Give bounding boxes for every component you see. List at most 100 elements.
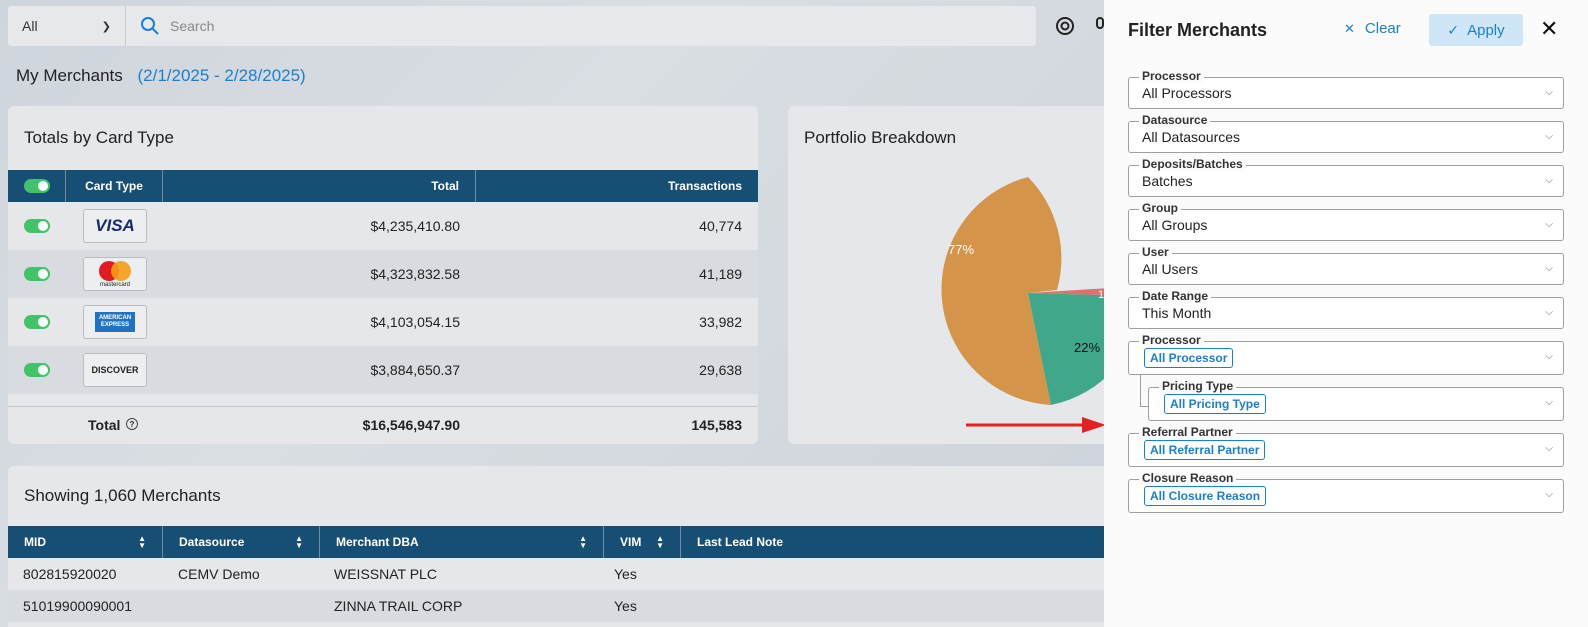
chevron-down-icon: ⌵	[1545, 87, 1553, 98]
group-label: Group	[1139, 201, 1181, 215]
amex-toggle[interactable]	[24, 315, 50, 329]
processor2-label: Processor	[1139, 333, 1204, 347]
portfolio-card: Portfolio Breakdown 77% 22% 1	[788, 106, 1118, 444]
pie-slice-77[interactable]	[941, 177, 1062, 405]
total-label: Total	[88, 417, 121, 433]
discover-logo: DISCOVER	[83, 353, 147, 387]
chevron-down-icon: ⌵	[1545, 397, 1553, 408]
mastercard-toggle[interactable]	[24, 267, 50, 281]
processor-value: All Processors	[1142, 85, 1232, 101]
merchant-row[interactable]: 51019900090001 ZINNA TRAIL CORP Yes	[8, 590, 1104, 622]
processor-chip[interactable]: All Processor	[1144, 348, 1234, 368]
processor-label: Processor	[1139, 69, 1204, 83]
date-range-link[interactable]: (2/1/2025 - 2/28/2025)	[137, 66, 306, 85]
portfolio-title: Portfolio Breakdown	[804, 128, 957, 147]
vim-header[interactable]: VIM ▲ ▼	[604, 526, 681, 558]
pricing-type-multiselect[interactable]: Pricing Type All Pricing Type ⌵	[1148, 379, 1564, 421]
top-bar: All ❯ Search	[8, 6, 1036, 46]
referral-chip[interactable]: All Referral Partner	[1144, 440, 1266, 460]
datasource-header[interactable]: Datasource ▲ ▼	[163, 526, 320, 558]
mastercard-total: $4,323,832.58	[370, 266, 460, 282]
user-value: All Users	[1142, 261, 1199, 277]
chevron-down-icon: ⌵	[1545, 175, 1553, 186]
closure-chip[interactable]: All Closure Reason	[1144, 486, 1267, 506]
mastercard-logo: mastercard	[83, 257, 147, 291]
help-lifebuoy-icon[interactable]	[1055, 16, 1075, 41]
visa-transactions: 40,774	[699, 218, 742, 234]
sort-icon: ▲ ▼	[656, 534, 664, 550]
transactions-header: Transactions	[667, 179, 742, 193]
datasource-value: All Datasources	[1142, 129, 1241, 145]
discover-total: $3,884,650.37	[370, 362, 460, 378]
label-1: 1	[1098, 289, 1104, 301]
merchants-table-header: MID ▲ ▼ Datasource ▲ ▼ Merchant DBA ▲ ▼ VIM ▲ ▼ …	[8, 526, 1118, 558]
chevron-down-icon: ⌵	[1545, 131, 1553, 142]
page-title-text: My Merchants	[16, 66, 123, 85]
processor-multiselect[interactable]: Processor All Processor ⌵	[1128, 333, 1564, 375]
totals-title: Totals by Card Type	[24, 128, 174, 147]
scope-select-value: All	[22, 18, 38, 34]
sort-icon: ▲ ▼	[579, 534, 587, 550]
search-input[interactable]: Search	[126, 16, 1036, 36]
date-range-value: This Month	[1142, 305, 1212, 321]
visa-logo: VISA	[83, 209, 147, 243]
clear-button[interactable]: ✕ Clear	[1344, 20, 1401, 37]
deposits-select[interactable]: Deposits/Batches Batches ⌵	[1128, 157, 1564, 197]
card-row-amex: AMERICAN EXPRESS $4,103,054.15 33,982	[8, 298, 758, 346]
pie-slice-22[interactable]	[1028, 293, 1118, 405]
merchant-row[interactable]: 802815920020 CEMV Demo WEISSNAT PLC Yes	[8, 558, 1104, 590]
page-title: My Merchants (2/1/2025 - 2/28/2025)	[16, 66, 306, 86]
mastercard-transactions: 41,189	[699, 266, 742, 282]
amex-total: $4,103,054.15	[370, 314, 460, 330]
mid-header[interactable]: MID ▲ ▼	[8, 526, 163, 558]
apply-button[interactable]: ✓ Apply	[1429, 14, 1523, 46]
datasource-cell: CEMV Demo	[178, 566, 260, 582]
pricing-label: Pricing Type	[1159, 379, 1237, 393]
date-range-label: Date Range	[1139, 289, 1212, 303]
mid-cell: 802815920020	[23, 566, 117, 582]
search-placeholder: Search	[170, 18, 215, 34]
closure-reason-multiselect[interactable]: Closure Reason All Closure Reason ⌵	[1128, 471, 1564, 513]
pie-slice-1[interactable]	[1028, 286, 1118, 296]
referral-partner-multiselect[interactable]: Referral Partner All Referral Partner ⌵	[1128, 425, 1564, 467]
datasource-label: Datasource	[1139, 113, 1211, 127]
deposits-label: Deposits/Batches	[1139, 157, 1246, 171]
group-select[interactable]: Group All Groups ⌵	[1128, 201, 1564, 241]
card-row-visa: VISA $4,235,410.80 40,774	[8, 202, 758, 250]
datasource-select[interactable]: Datasource All Datasources ⌵	[1128, 113, 1564, 153]
mid-cell: 51019900090001	[23, 598, 133, 614]
sort-icon: ▲ ▼	[138, 534, 146, 550]
close-icon[interactable]: ✕	[1540, 16, 1559, 41]
processor-select[interactable]: Processor All Processors ⌵	[1128, 69, 1564, 109]
toggle-all-switch[interactable]	[23, 179, 50, 193]
chevron-down-icon: ⌵	[1545, 307, 1553, 318]
pricing-chip[interactable]: All Pricing Type	[1164, 394, 1266, 414]
visa-toggle[interactable]	[24, 219, 50, 233]
dba-header[interactable]: Merchant DBA ▲ ▼	[320, 526, 604, 558]
chevron-down-icon: ⌵	[1545, 351, 1553, 362]
date-range-select[interactable]: Date Range This Month ⌵	[1128, 289, 1564, 329]
discover-transactions: 29,638	[699, 362, 742, 378]
closure-label: Closure Reason	[1139, 471, 1237, 485]
microphone-icon[interactable]	[1094, 16, 1106, 41]
chevron-down-icon: ⌵	[1545, 443, 1553, 454]
note-header: Last Lead Note	[697, 535, 784, 549]
scope-select[interactable]: All ❯	[8, 6, 126, 46]
discover-toggle[interactable]	[24, 363, 50, 377]
tree-connector	[1140, 375, 1141, 407]
card-row-mastercard: mastercard $4,323,832.58 41,189	[8, 250, 758, 298]
clear-label: Clear	[1364, 20, 1401, 37]
user-select[interactable]: User All Users ⌵	[1128, 245, 1564, 285]
red-arrow-annotation	[966, 417, 1106, 433]
filter-panel-title: Filter Merchants	[1128, 20, 1268, 40]
check-icon: ✓	[1447, 21, 1460, 38]
sort-icon: ▲ ▼	[295, 534, 303, 550]
question-icon[interactable]: ?	[126, 418, 138, 430]
card-row-discover: DISCOVER $3,884,650.37 29,638	[8, 346, 758, 394]
x-icon: ✕	[1344, 20, 1355, 36]
vim-cell: Yes	[614, 566, 637, 582]
group-value: All Groups	[1142, 217, 1208, 233]
card-type-header: Card Type	[66, 170, 163, 202]
merchants-title: Showing 1,060 Merchants	[24, 486, 221, 505]
dba-cell: ZINNA TRAIL CORP	[334, 598, 463, 614]
